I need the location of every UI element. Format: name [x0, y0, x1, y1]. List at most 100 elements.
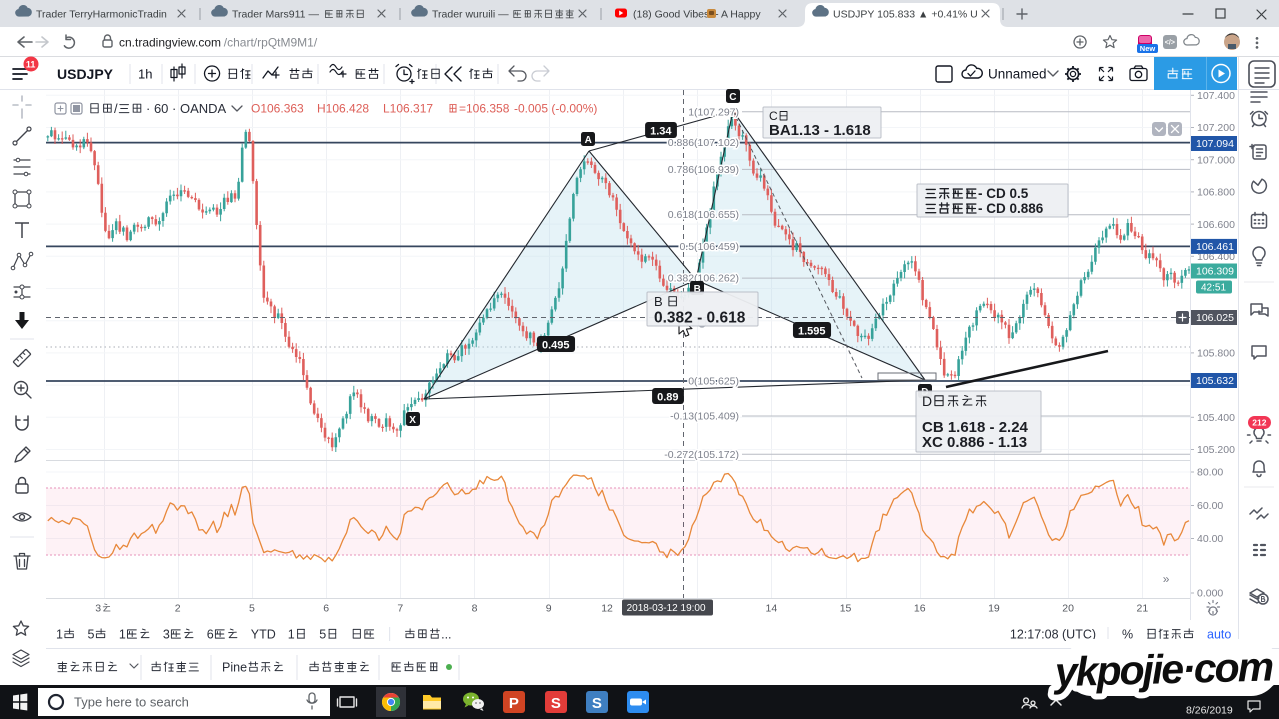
svg-text:- CD 0.5: - CD 0.5 — [978, 186, 1029, 201]
svg-text:0.89: 0.89 — [657, 391, 678, 403]
svg-text:-0.13(105.409): -0.13(105.409) — [670, 411, 739, 423]
svg-text:6: 6 — [207, 627, 214, 641]
svg-text:14: 14 — [766, 603, 778, 615]
svg-text:=106.358: =106.358 — [459, 102, 510, 116]
svg-text:S: S — [551, 695, 561, 712]
svg-text:/chart/rpQtM9M1/: /chart/rpQtM9M1/ — [224, 36, 318, 50]
svg-text:107.200: 107.200 — [1197, 122, 1235, 134]
svg-text:19: 19 — [988, 603, 1000, 615]
svg-text:0.495: 0.495 — [542, 339, 570, 351]
svg-text:L106.317: L106.317 — [383, 102, 433, 116]
svg-text:C: C — [729, 92, 736, 103]
svg-text:0.618(106.655): 0.618(106.655) — [668, 209, 739, 221]
svg-text:3: 3 — [163, 627, 170, 641]
svg-text:H106.428: H106.428 — [317, 102, 369, 116]
svg-text:· 60 · OANDA: · 60 · OANDA — [146, 101, 227, 116]
svg-text:</>: </> — [1165, 40, 1175, 47]
svg-text:40.00: 40.00 — [1197, 533, 1223, 545]
svg-text:106.400: 106.400 — [1197, 251, 1235, 263]
svg-text:9: 9 — [546, 603, 552, 615]
svg-text:A: A — [585, 135, 592, 146]
svg-text:S: S — [592, 695, 602, 712]
svg-text:5: 5 — [249, 603, 255, 615]
svg-text:-0.272(105.172): -0.272(105.172) — [664, 449, 739, 461]
svg-text:3: 3 — [95, 603, 101, 615]
svg-text:8: 8 — [472, 603, 478, 615]
svg-text:cn.tradingview.com: cn.tradingview.com — [119, 36, 221, 50]
svg-text:60.00: 60.00 — [1197, 500, 1223, 512]
svg-text:C: C — [769, 109, 778, 123]
svg-text:106.025: 106.025 — [1196, 312, 1234, 324]
svg-text:- CD 0.886: - CD 0.886 — [978, 201, 1044, 216]
svg-text:107.400: 107.400 — [1197, 90, 1235, 102]
svg-text:106.800: 106.800 — [1197, 187, 1235, 199]
svg-text:XC 0.886 - 1.13: XC 0.886 - 1.13 — [922, 434, 1027, 451]
svg-text:Trader wuruili —: Trader wuruili — — [432, 9, 509, 21]
svg-text:5: 5 — [319, 627, 326, 641]
svg-text:1h: 1h — [138, 67, 152, 82]
svg-text:15: 15 — [840, 603, 852, 615]
svg-text:auto: auto — [1207, 627, 1231, 641]
svg-text:YTD: YTD — [251, 627, 276, 641]
svg-text:USDJPY 105.833 ▲ +0.41% U: USDJPY 105.833 ▲ +0.41% U — [833, 9, 978, 21]
svg-text:105.400: 105.400 — [1197, 412, 1235, 424]
svg-text:...: ... — [441, 627, 451, 641]
svg-text:O106.363: O106.363 — [251, 102, 304, 116]
svg-text:Trader Mars911 —: Trader Mars911 — — [232, 9, 319, 21]
svg-text:B: B — [694, 284, 701, 295]
svg-text:0.382 - 0.618: 0.382 - 0.618 — [654, 309, 746, 326]
svg-text:Trader TerryHarmonicTradin: Trader TerryHarmonicTradin — [36, 9, 167, 21]
svg-text:D: D — [922, 393, 932, 409]
svg-text:106.600: 106.600 — [1197, 219, 1235, 231]
svg-text:Type here to search: Type here to search — [74, 695, 189, 710]
svg-text:1.34: 1.34 — [650, 125, 672, 137]
svg-text:1.595: 1.595 — [798, 325, 826, 337]
svg-text:12:17:08 (UTC): 12:17:08 (UTC) — [1010, 627, 1096, 641]
svg-text:105.632: 105.632 — [1196, 375, 1234, 387]
svg-text:107.000: 107.000 — [1197, 154, 1235, 166]
svg-text:-0.005 (-0.00%): -0.005 (-0.00%) — [514, 102, 597, 116]
svg-text:42:51: 42:51 — [1201, 283, 1226, 294]
svg-text:1(107.297): 1(107.297) — [688, 106, 739, 118]
svg-text:0.5(106.459): 0.5(106.459) — [679, 241, 739, 253]
svg-text:1: 1 — [119, 627, 126, 641]
svg-text:5: 5 — [88, 627, 95, 641]
svg-text:212: 212 — [1252, 418, 1266, 428]
svg-text:»: » — [1163, 572, 1170, 586]
svg-text:1: 1 — [56, 627, 63, 641]
svg-text:B: B — [654, 294, 663, 309]
svg-text:7: 7 — [397, 603, 403, 615]
svg-text:12: 12 — [601, 603, 613, 615]
svg-text:106.461: 106.461 — [1196, 241, 1234, 253]
svg-text:0(105.625): 0(105.625) — [688, 376, 739, 388]
svg-text:20: 20 — [1062, 603, 1074, 615]
svg-text:0.382(106.262): 0.382(106.262) — [668, 273, 739, 285]
svg-text:0.000: 0.000 — [1197, 588, 1223, 600]
svg-text:/: / — [114, 101, 118, 116]
svg-text:107.094: 107.094 — [1196, 138, 1234, 150]
svg-text:P: P — [509, 695, 519, 712]
svg-text:2: 2 — [175, 603, 181, 615]
svg-text:USDJPY: USDJPY — [57, 66, 114, 82]
svg-text:0.886(107.102): 0.886(107.102) — [668, 137, 739, 149]
svg-text:New: New — [1140, 44, 1156, 53]
svg-text:Unnamed: Unnamed — [988, 67, 1047, 82]
svg-text:CB 1.618 - 2.24: CB 1.618 - 2.24 — [922, 419, 1029, 436]
svg-text:2018-03-12 19:00: 2018-03-12 19:00 — [627, 603, 706, 614]
svg-text:16: 16 — [914, 603, 926, 615]
svg-text:105.200: 105.200 — [1197, 444, 1235, 456]
svg-text:X: X — [409, 415, 416, 426]
svg-text:(18) Good Vibes! - A Happy: (18) Good Vibes! - A Happy — [633, 9, 761, 21]
svg-text:11: 11 — [26, 60, 36, 70]
svg-text:BA1.13 - 1.618: BA1.13 - 1.618 — [769, 122, 871, 139]
svg-text:105.800: 105.800 — [1197, 348, 1235, 360]
svg-text:21: 21 — [1137, 603, 1149, 615]
svg-text:80.00: 80.00 — [1197, 467, 1223, 479]
svg-text:1: 1 — [288, 627, 295, 641]
svg-text:106.309: 106.309 — [1196, 266, 1234, 278]
svg-text:0.786(106.939): 0.786(106.939) — [668, 164, 739, 176]
svg-text:6: 6 — [323, 603, 329, 615]
svg-text:8/26/2019: 8/26/2019 — [1186, 705, 1233, 717]
svg-text:%: % — [1122, 627, 1133, 641]
svg-text:Pine: Pine — [222, 660, 247, 674]
